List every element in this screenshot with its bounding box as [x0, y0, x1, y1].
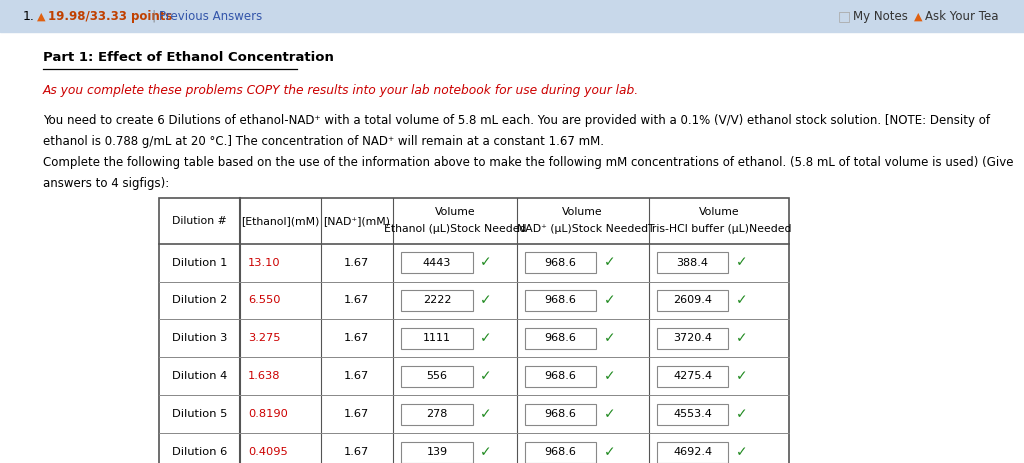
Text: 1.67: 1.67	[344, 333, 370, 344]
Text: Dilution 1: Dilution 1	[171, 257, 227, 268]
Text: 2222: 2222	[423, 295, 452, 306]
Text: 968.6: 968.6	[545, 447, 577, 457]
Text: Dilution 5: Dilution 5	[171, 409, 227, 419]
Text: 1.: 1.	[23, 10, 35, 23]
Text: ✓: ✓	[736, 294, 748, 307]
Text: Dilution 2: Dilution 2	[172, 295, 226, 306]
Text: |: |	[152, 10, 156, 23]
Text: 1.67: 1.67	[344, 371, 370, 382]
Text: 968.6: 968.6	[545, 333, 577, 344]
Text: ✓: ✓	[480, 407, 492, 421]
Text: ✓: ✓	[480, 294, 492, 307]
Text: 556: 556	[427, 371, 447, 382]
Text: ✓: ✓	[736, 256, 748, 269]
Text: 1.67: 1.67	[344, 447, 370, 457]
Text: 6.550: 6.550	[248, 295, 281, 306]
Text: 4692.4: 4692.4	[673, 447, 713, 457]
Text: [NAD⁺](mM): [NAD⁺](mM)	[324, 216, 390, 226]
Text: 4553.4: 4553.4	[673, 409, 712, 419]
Text: 139: 139	[426, 447, 447, 457]
Text: ✓: ✓	[604, 294, 615, 307]
Text: NAD⁺ (μL)Stock Needed: NAD⁺ (μL)Stock Needed	[517, 224, 648, 234]
Text: 968.6: 968.6	[545, 371, 577, 382]
Text: Complete the following table based on the use of the information above to make t: Complete the following table based on th…	[43, 156, 1014, 169]
Text: ✓: ✓	[736, 369, 748, 383]
Text: ✓: ✓	[604, 407, 615, 421]
Text: As you complete these problems COPY the results into your lab notebook for use d: As you complete these problems COPY the …	[43, 84, 639, 97]
Text: My Notes: My Notes	[853, 10, 908, 23]
Text: Volume: Volume	[562, 207, 603, 217]
Text: 1.67: 1.67	[344, 409, 370, 419]
Text: You need to create 6 Dilutions of ethanol-NAD⁺ with a total volume of 5.8 mL eac: You need to create 6 Dilutions of ethano…	[43, 114, 990, 127]
Text: 4443: 4443	[423, 257, 452, 268]
Text: 278: 278	[426, 409, 447, 419]
Text: ✓: ✓	[480, 369, 492, 383]
Text: 0.8190: 0.8190	[248, 409, 288, 419]
Text: 19.98/33.33 points: 19.98/33.33 points	[48, 10, 172, 23]
Text: Part 1: Effect of Ethanol Concentration: Part 1: Effect of Ethanol Concentration	[43, 51, 334, 64]
Text: ✓: ✓	[604, 256, 615, 269]
Text: ✓: ✓	[604, 332, 615, 345]
Text: ✓: ✓	[604, 445, 615, 459]
Text: Volume: Volume	[434, 207, 475, 217]
Text: ✓: ✓	[604, 369, 615, 383]
Text: Dilution 4: Dilution 4	[172, 371, 226, 382]
Text: 2609.4: 2609.4	[673, 295, 712, 306]
Text: [Ethanol](mM): [Ethanol](mM)	[241, 216, 319, 226]
Text: ✓: ✓	[480, 332, 492, 345]
Text: 968.6: 968.6	[545, 257, 577, 268]
Text: 3.275: 3.275	[248, 333, 281, 344]
Text: Ask Your Tea: Ask Your Tea	[925, 10, 998, 23]
Text: Dilution 3: Dilution 3	[171, 333, 227, 344]
Text: Tris-HCl buffer (μL)Needed: Tris-HCl buffer (μL)Needed	[646, 224, 792, 234]
Text: ▲: ▲	[914, 11, 923, 21]
Text: 968.6: 968.6	[545, 409, 577, 419]
Text: 13.10: 13.10	[248, 257, 281, 268]
Text: ✓: ✓	[736, 407, 748, 421]
Text: Dilution #: Dilution #	[172, 216, 226, 226]
Text: Volume: Volume	[698, 207, 739, 217]
Text: ▲: ▲	[37, 11, 45, 21]
Text: Dilution 6: Dilution 6	[172, 447, 226, 457]
Text: 968.6: 968.6	[545, 295, 577, 306]
Text: 388.4: 388.4	[677, 257, 709, 268]
Text: 1.67: 1.67	[344, 295, 370, 306]
Text: ✓: ✓	[480, 445, 492, 459]
Text: 1111: 1111	[423, 333, 451, 344]
Text: answers to 4 sigfigs):: answers to 4 sigfigs):	[43, 177, 169, 190]
Text: Ethanol (μL)Stock Needed: Ethanol (μL)Stock Needed	[384, 224, 526, 234]
Text: 4275.4: 4275.4	[673, 371, 713, 382]
Text: ✓: ✓	[736, 445, 748, 459]
Text: 3720.4: 3720.4	[673, 333, 712, 344]
Text: 0.4095: 0.4095	[248, 447, 288, 457]
Text: Previous Answers: Previous Answers	[159, 10, 262, 23]
Text: 1.638: 1.638	[248, 371, 281, 382]
Text: 1.67: 1.67	[344, 257, 370, 268]
Text: ✓: ✓	[480, 256, 492, 269]
Text: □: □	[838, 9, 851, 23]
Text: ethanol is 0.788 g/mL at 20 °C.] The concentration of NAD⁺ will remain at a cons: ethanol is 0.788 g/mL at 20 °C.] The con…	[43, 135, 604, 148]
Text: ✓: ✓	[736, 332, 748, 345]
